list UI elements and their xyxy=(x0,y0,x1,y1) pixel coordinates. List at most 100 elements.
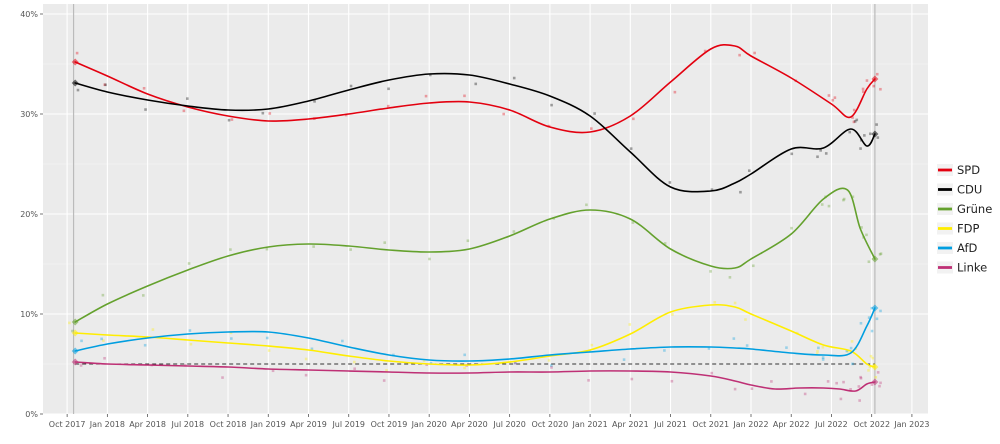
poll-point-linke xyxy=(859,375,862,379)
x-tick-label: Oct 2021 xyxy=(692,420,729,429)
poll-point-cdu xyxy=(790,152,794,156)
x-tick-label: Apr 2022 xyxy=(773,420,810,429)
poll-point-cdu xyxy=(875,123,878,126)
poll-point-afd xyxy=(745,344,749,347)
poll-point-cdu xyxy=(550,103,553,107)
poll-point-cdu xyxy=(261,111,265,115)
poll-point-cdu xyxy=(227,118,231,122)
poll-point-spd xyxy=(831,98,835,102)
poll-point-grüne xyxy=(585,203,588,207)
plot-panel xyxy=(43,4,928,414)
x-tick-label: Jul 2018 xyxy=(171,420,205,429)
poll-point-afd xyxy=(230,337,233,340)
poll-point-linke xyxy=(835,381,838,385)
x-tick-label: Jan 2018 xyxy=(89,420,125,429)
legend-label-afd: AfD xyxy=(957,241,978,255)
poll-point-afd xyxy=(80,339,83,343)
poll-point-fdp xyxy=(422,359,426,363)
poll-point-grüne xyxy=(827,204,831,208)
poll-point-fdp xyxy=(189,342,193,346)
poll-point-cdu xyxy=(869,132,872,136)
poll-point-spd xyxy=(833,96,837,99)
series-line-grüne xyxy=(74,187,876,323)
poll-point-spd xyxy=(386,104,390,108)
poll-point-grüne xyxy=(663,242,667,245)
legend-label-fdp: FDP xyxy=(957,222,979,236)
poll-point-spd xyxy=(753,51,756,55)
poll-point-linke xyxy=(550,366,553,369)
poll-point-grüne xyxy=(878,253,882,256)
poll-point-cdu xyxy=(512,76,516,80)
poll-point-linke xyxy=(842,380,845,384)
poll-point-fdp xyxy=(68,321,71,325)
x-tick-label: Jul 2021 xyxy=(653,420,687,429)
poll-point-spd xyxy=(703,49,707,53)
poll-point-afd xyxy=(879,309,882,313)
x-tick-label: Apr 2019 xyxy=(290,420,327,429)
poll-point-cdu xyxy=(387,87,390,91)
poll-point-linke xyxy=(710,371,714,375)
poll-point-grüne xyxy=(71,329,74,333)
poll-point-spd xyxy=(75,51,79,55)
poll-point-fdp xyxy=(869,354,873,358)
poll-point-fdp xyxy=(874,375,878,379)
poll-point-cdu xyxy=(629,147,633,150)
x-tick-label: Jan 2019 xyxy=(250,420,286,429)
poll-point-linke xyxy=(839,397,843,401)
gridlines xyxy=(43,4,928,415)
x-tick-label: Apr 2021 xyxy=(612,420,649,429)
poll-point-grüne xyxy=(728,276,732,279)
poll-point-afd xyxy=(622,358,626,361)
poll-point-afd xyxy=(463,353,466,357)
poll-point-cdu xyxy=(76,88,80,92)
poll-point-afd xyxy=(429,361,433,365)
poll-point-fdp xyxy=(151,328,155,331)
poll-point-spd xyxy=(851,116,854,119)
poll-point-afd xyxy=(785,346,788,349)
poll-point-grüne xyxy=(842,197,846,201)
poll-point-fdp xyxy=(744,318,747,321)
x-tick-label: Jan 2020 xyxy=(411,420,447,429)
poll-point-afd xyxy=(817,346,820,350)
y-tick-label: 30% xyxy=(20,110,38,119)
poll-point-afd xyxy=(867,316,871,319)
poll-point-linke xyxy=(382,379,386,382)
poll-point-linke xyxy=(221,376,224,379)
x-tick-label: Oct 2022 xyxy=(853,420,890,429)
poll-point-grüne xyxy=(512,230,516,233)
x-tick-label: Oct 2020 xyxy=(531,420,568,429)
poll-point-spd xyxy=(861,87,865,91)
poll-point-spd xyxy=(463,94,466,98)
x-tick-label: Jul 2020 xyxy=(492,420,526,429)
poll-point-fdp xyxy=(671,313,674,316)
series-lines xyxy=(74,44,876,392)
poll-point-grüne xyxy=(466,239,470,243)
poll-point-cdu xyxy=(859,147,862,150)
poll-point-grüne xyxy=(860,226,863,229)
poll-point-cdu xyxy=(855,118,859,122)
poll-point-fdp xyxy=(846,349,850,353)
poll-point-grüne xyxy=(842,198,845,202)
poll-point-grüne xyxy=(428,257,431,261)
poll-point-linke xyxy=(876,371,880,374)
poll-point-spd xyxy=(673,90,677,94)
poll-point-linke xyxy=(857,385,861,388)
poll-point-grüne xyxy=(141,294,145,297)
legend-background xyxy=(935,156,997,277)
x-tick-label: Oct 2019 xyxy=(371,420,408,429)
poll-point-cdu xyxy=(104,83,107,87)
poll-point-cdu xyxy=(876,136,880,139)
poll-point-linke xyxy=(770,380,773,383)
poll-point-linke xyxy=(103,356,106,360)
poll-point-linke xyxy=(858,399,861,402)
poll-point-cdu xyxy=(428,73,432,77)
x-axis: Oct 2017 Jan 2018 Apr 2018 Jul 2018 Oct 2018… xyxy=(49,414,930,429)
poll-point-afd xyxy=(821,358,825,361)
poll-point-afd xyxy=(851,362,854,366)
poll-point-cdu xyxy=(853,120,857,123)
poll-point-spd xyxy=(875,72,879,76)
poll-point-grüne xyxy=(790,226,793,230)
poll-point-grüne xyxy=(383,241,387,244)
poll-point-cdu xyxy=(313,100,316,103)
